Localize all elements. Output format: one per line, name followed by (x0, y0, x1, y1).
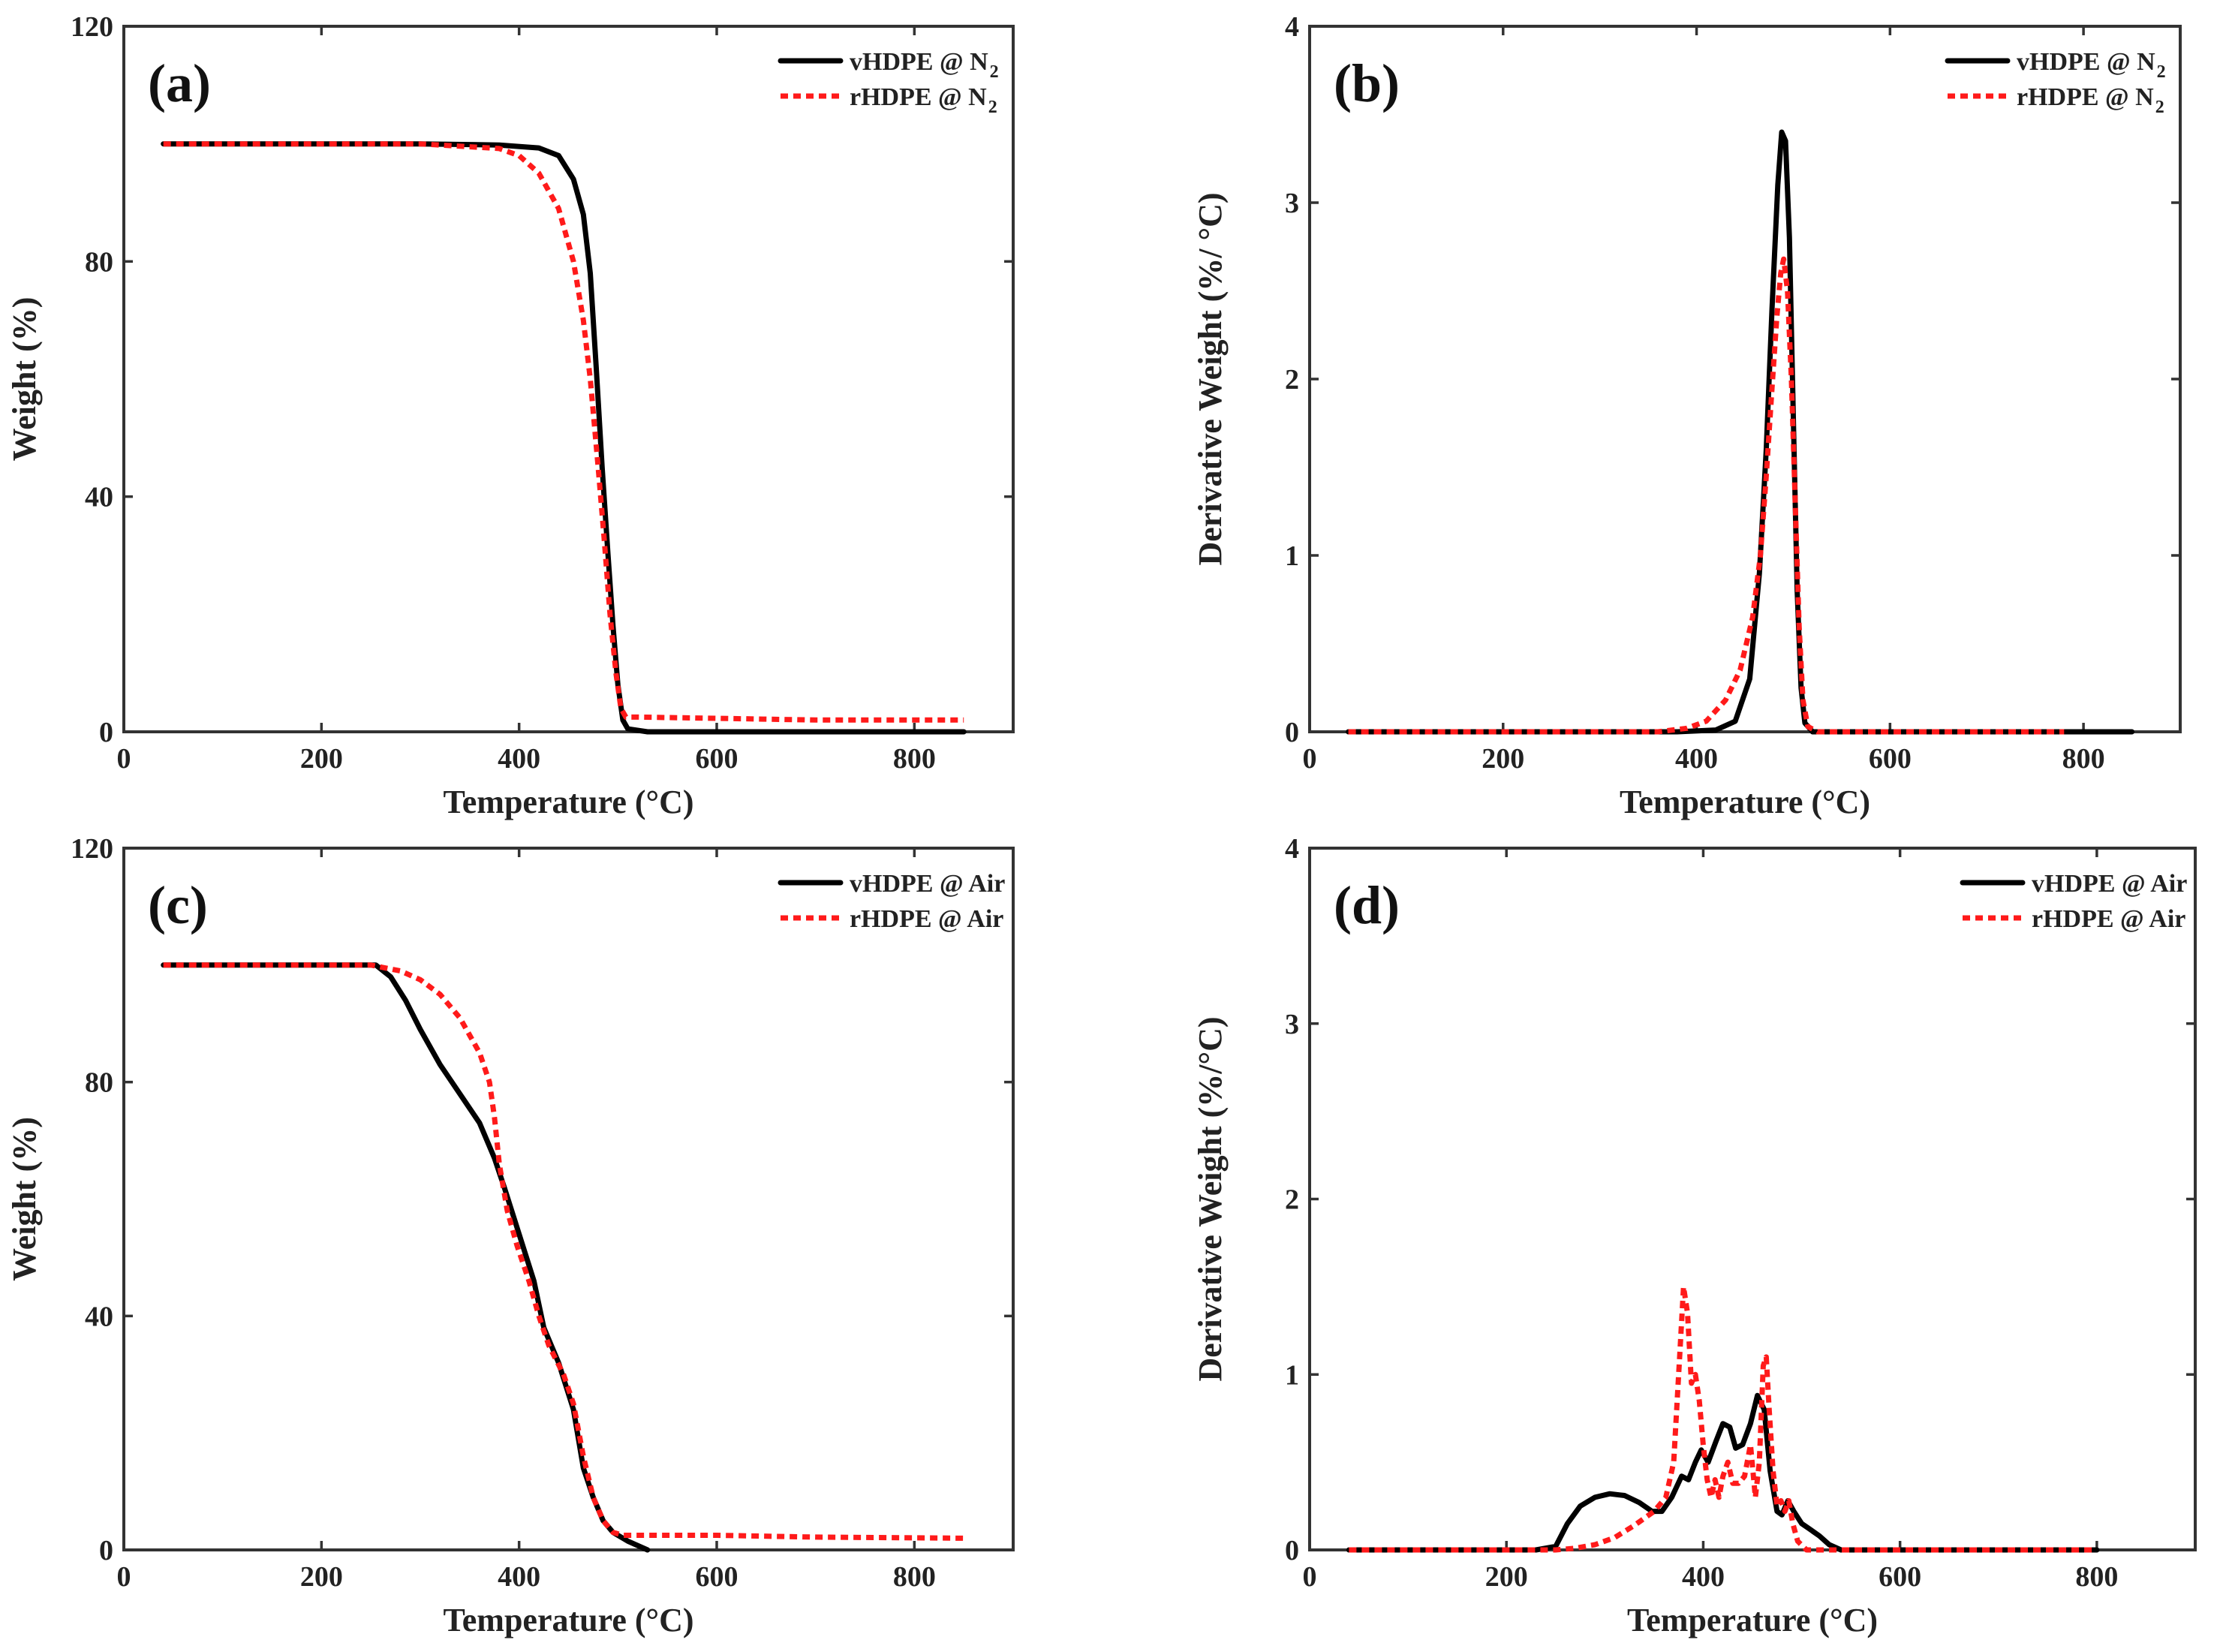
y-tick-label: 0 (99, 717, 113, 748)
series-line-rhdpe (163, 962, 964, 1541)
legend-label: rHDPE @ Air (850, 905, 1003, 933)
x-axis-label: Temperature (°C) (443, 784, 693, 820)
legend-label: vHDPE @ N (2017, 48, 2155, 76)
legend-entry: vHDPE @ N2 (2017, 48, 2166, 82)
y-tick-label: 120 (71, 11, 113, 43)
legend-entry: vHDPE @ N2 (850, 48, 999, 82)
plot-frame (1308, 847, 2197, 1551)
x-tick-label: 0 (1303, 743, 1317, 775)
x-axis-label: Temperature (°C) (1620, 784, 1870, 820)
y-tick-label: 80 (85, 1067, 113, 1099)
x-tick-label: 800 (893, 743, 936, 775)
x-tick-label: 0 (1303, 1561, 1317, 1593)
plot-frame (122, 847, 1015, 1551)
legend-entry: rHDPE @ Air (2032, 905, 2185, 933)
x-tick-label: 0 (117, 743, 131, 775)
y-axis-label: Weight (%) (6, 297, 43, 462)
x-tick-label: 600 (696, 1561, 738, 1593)
panel-label: (d) (1334, 875, 1400, 935)
series-line-rhdpe (1348, 256, 2065, 735)
legend-label-subscript: 2 (2155, 98, 2164, 117)
y-tick-label: 3 (1285, 1009, 1299, 1040)
y-axis-label: Weight (%) (6, 1117, 43, 1281)
y-tick-label: 2 (1285, 1184, 1299, 1216)
y-tick-label: 40 (85, 1301, 113, 1332)
legend-entry: rHDPE @ N2 (850, 83, 997, 117)
x-tick-label: 800 (2075, 1561, 2118, 1593)
x-axis-label: Temperature (°C) (443, 1602, 693, 1638)
x-tick-label: 400 (498, 1561, 540, 1593)
legend-label: rHDPE @ N (850, 83, 987, 111)
legend-label-subscript: 2 (990, 62, 999, 82)
x-tick-label: 600 (1879, 1561, 1921, 1593)
x-tick-label: 200 (300, 743, 343, 775)
y-tick-label: 4 (1285, 11, 1299, 43)
series-line-vhdpe (1346, 129, 2135, 735)
legend-label-subscript: 2 (988, 98, 997, 117)
legend-label: rHDPE @ N (2017, 83, 2154, 111)
legend-label-subscript: 2 (2157, 62, 2166, 82)
series-line-rhdpe (163, 141, 964, 723)
x-tick-label: 200 (300, 1561, 343, 1593)
y-tick-label: 80 (85, 246, 113, 278)
x-tick-label: 400 (1682, 1561, 1725, 1593)
x-tick-label: 200 (1482, 743, 1524, 775)
y-tick-label: 0 (99, 1535, 113, 1566)
plot-frame (1308, 25, 2182, 733)
x-tick-label: 0 (117, 1561, 131, 1593)
chart-c: 0 200 400 600 800 0 40 80 120 Temperature (°C) Wei… (6, 833, 1015, 1638)
panel-label: (c) (148, 875, 208, 935)
x-tick-label: 400 (1675, 743, 1718, 775)
y-tick-label: 0 (1285, 717, 1299, 748)
panel-label: (b) (1334, 53, 1400, 113)
legend-entry: rHDPE @ Air (850, 905, 1003, 933)
y-tick-label: 0 (1285, 1535, 1299, 1566)
series-line-vhdpe (161, 962, 651, 1553)
series-line-vhdpe (1346, 1392, 2100, 1553)
chart-a: 0 200 400 600 800 0 40 80 120 Temperature (°C) Wei… (6, 11, 1015, 820)
x-tick-label: 600 (696, 743, 738, 775)
chart-b: 0 200 400 600 800 0 1 2 3 4 Temperature (°C) Deriva… (1192, 11, 2182, 820)
y-axis-label: Derivative Weight (%/ °C) (1192, 192, 1229, 565)
legend-entry: vHDPE @ Air (850, 870, 1005, 898)
x-axis-label: Temperature (°C) (1627, 1602, 1878, 1638)
x-tick-label: 800 (2062, 743, 2105, 775)
panel-label: (a) (148, 53, 211, 113)
plot-frame (122, 25, 1015, 733)
y-tick-label: 3 (1285, 188, 1299, 219)
y-tick-label: 1 (1285, 540, 1299, 572)
y-tick-label: 40 (85, 482, 113, 513)
y-tick-label: 4 (1285, 833, 1299, 865)
y-axis-label: Derivative Weight (%/°C) (1192, 1016, 1229, 1381)
legend-label: vHDPE @ N (850, 48, 988, 76)
legend-label: vHDPE @ Air (850, 870, 1005, 898)
chart-d: 0 200 400 600 800 0 1 2 3 4 Temperature (°C) Deriva… (1192, 833, 2197, 1638)
y-tick-label: 1 (1285, 1359, 1299, 1391)
series-line-rhdpe (1349, 1283, 2097, 1553)
y-tick-label: 120 (71, 833, 113, 865)
x-tick-label: 200 (1485, 1561, 1528, 1593)
legend-entry: rHDPE @ N2 (2017, 83, 2164, 117)
legend-label: rHDPE @ Air (2032, 905, 2185, 933)
x-tick-label: 600 (1869, 743, 1912, 775)
legend-entry: vHDPE @ Air (2032, 870, 2187, 898)
y-tick-label: 2 (1285, 364, 1299, 396)
legend-label: vHDPE @ Air (2032, 870, 2187, 898)
x-tick-label: 800 (893, 1561, 936, 1593)
x-tick-label: 400 (498, 743, 540, 775)
